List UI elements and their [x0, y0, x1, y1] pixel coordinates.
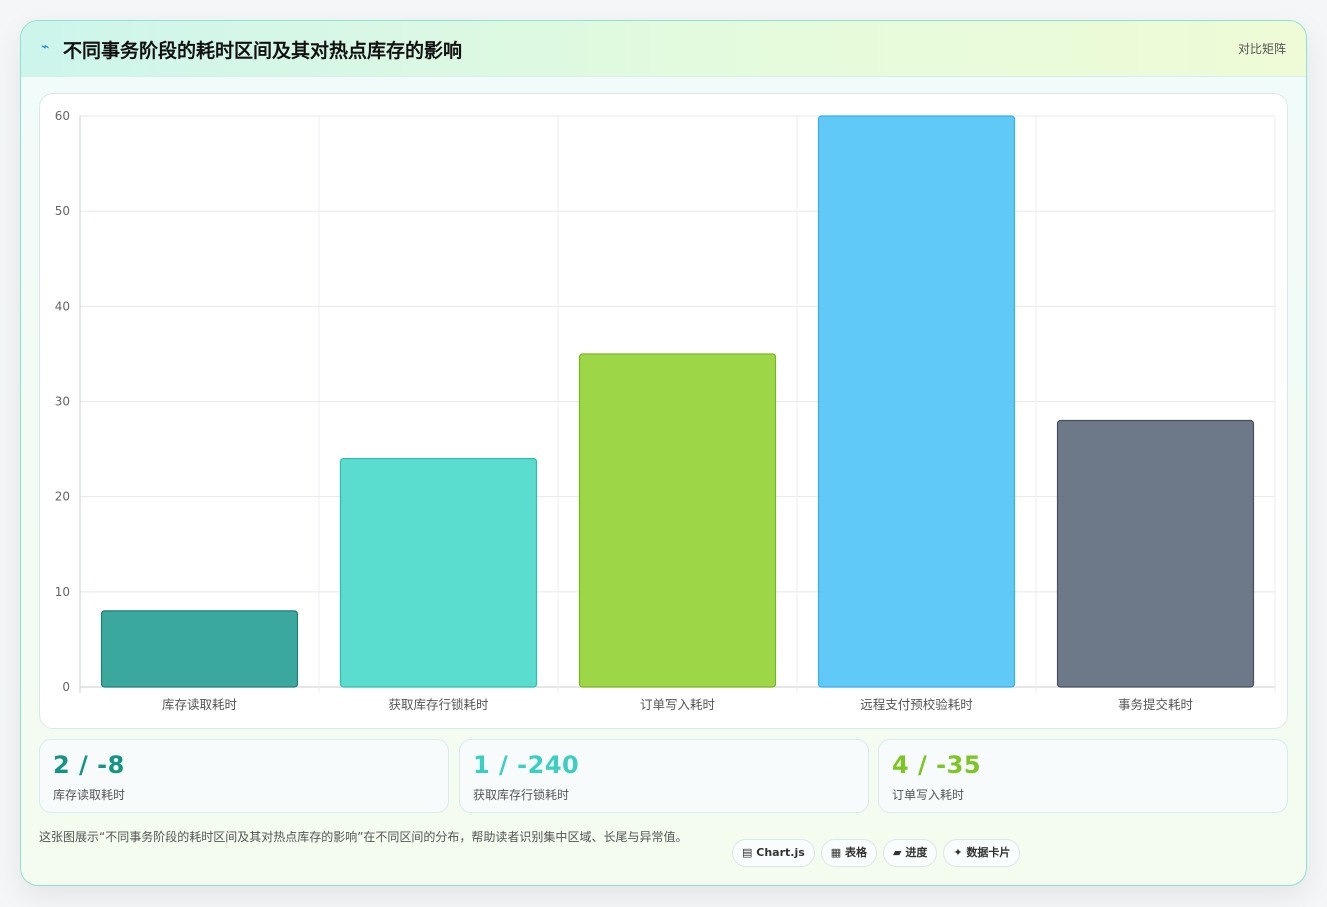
bar	[339, 458, 538, 688]
stat-label: 库存读取耗时	[53, 788, 126, 802]
stat-label: 订单写入耗时	[892, 788, 965, 802]
pill-chartjs[interactable]: ▤ Chart.js	[732, 839, 815, 867]
stat-value: 2 / -8	[53, 751, 125, 779]
y-tick-label: 10	[55, 585, 70, 599]
bar-chart: 0 10 20 30 40 50 60 库存读取耗时 获取库存行锁耗时 订单写入耗时 远程支付预校验…	[55, 109, 1276, 712]
card-header: ⌁ 不同事务阶段的耗时区间及其对热点库存的影响 对比矩阵	[21, 21, 1306, 77]
x-tick-label: 库存读取耗时	[162, 697, 238, 712]
chart-title: 不同事务阶段的耗时区间及其对热点库存的影响	[63, 40, 463, 62]
x-tick-label: 事务提交耗时	[1118, 697, 1194, 712]
pill-label: 表格	[845, 846, 868, 859]
y-tick-label: 40	[55, 299, 70, 313]
pill-label: Chart.js	[756, 846, 805, 859]
chart-card: ⌁ 不同事务阶段的耗时区间及其对热点库存的影响 对比矩阵 0 10 20 30 40 50…	[20, 20, 1307, 886]
stat-card-2: 1 / -240 获取库存行锁耗时	[459, 739, 869, 813]
sparkle-icon: ✦	[953, 846, 963, 859]
pill-table[interactable]: ▦ 表格	[820, 839, 878, 867]
y-tick-label: 50	[55, 204, 70, 218]
tag-pills: ▤ Chart.js ▦ 表格 ▰ 进度 ✦ 数据卡片	[732, 839, 1026, 867]
pill-label: 进度	[905, 846, 928, 859]
bar	[100, 610, 299, 688]
stat-label: 获取库存行锁耗时	[473, 788, 570, 802]
y-tick-label: 60	[55, 109, 70, 123]
stat-value: 1 / -240	[473, 751, 580, 779]
bar	[817, 115, 1016, 688]
pill-label: 数据卡片	[966, 846, 1011, 859]
bar	[1056, 419, 1255, 688]
pill-progress[interactable]: ▰ 进度	[883, 839, 938, 867]
stat-card-3: 4 / -35 订单写入耗时	[878, 739, 1288, 813]
y-tick-label: 0	[62, 680, 70, 694]
x-tick-label: 订单写入耗时	[640, 697, 716, 712]
y-tick-label: 20	[55, 490, 70, 504]
progress-icon: ▰	[893, 846, 902, 859]
chart-description: 这张图展示“不同事务阶段的耗时区间及其对热点库存的影响”在不同区间的分布，帮助读…	[39, 830, 688, 844]
compare-matrix-badge[interactable]: 对比矩阵	[1237, 42, 1286, 56]
table-icon: ▦	[830, 846, 842, 859]
pill-data-card[interactable]: ✦ 数据卡片	[943, 839, 1021, 867]
x-tick-label: 远程支付预校验耗时	[860, 697, 973, 712]
chart-icon: ▤	[742, 846, 753, 859]
y-tick-label: 30	[55, 395, 70, 409]
stat-card-1: 2 / -8 库存读取耗时	[39, 739, 449, 813]
lightning-icon: ⌁	[41, 39, 50, 55]
stat-value: 4 / -35	[892, 751, 982, 779]
bar	[578, 353, 777, 688]
x-tick-label: 获取库存行锁耗时	[388, 697, 489, 712]
chart-panel: 0 10 20 30 40 50 60 库存读取耗时 获取库存行锁耗时 订单写入耗时 远程支付预校验…	[39, 93, 1288, 729]
